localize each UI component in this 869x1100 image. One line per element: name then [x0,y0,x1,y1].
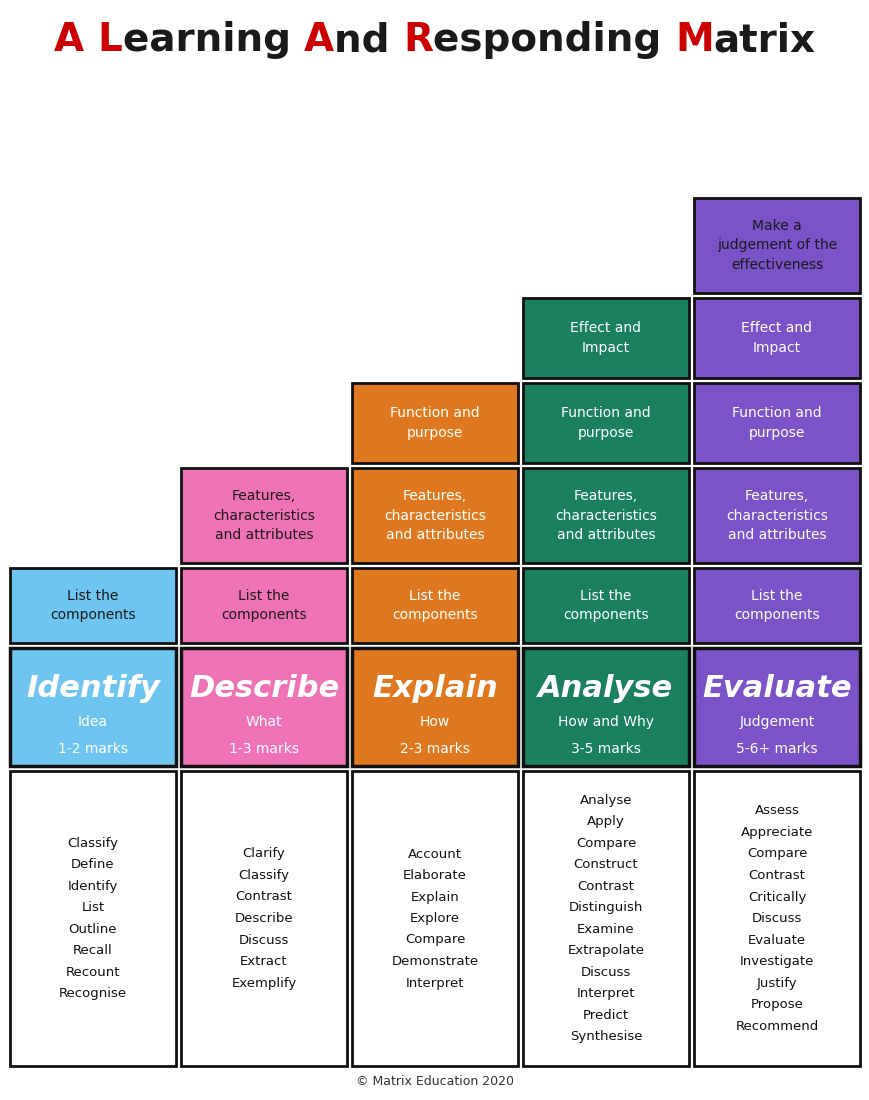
Text: earning: earning [123,21,304,59]
Bar [522,468,688,563]
Text: M: M [674,21,713,59]
Bar [352,383,517,463]
Text: Account
Elaborate
Explain
Explore
Compare
Demonstrate
Interpret: Account Elaborate Explain Explore Compar… [391,847,478,990]
Text: Effect and
Impact: Effect and Impact [570,321,640,354]
Text: Describe: Describe [189,673,339,703]
Text: A: A [304,21,334,59]
Text: Features,
characteristics
and attributes: Features, characteristics and attributes [726,490,827,542]
Bar [693,383,859,463]
Text: List the
components: List the components [733,588,819,623]
Text: Function and
purpose: Function and purpose [732,406,821,440]
Text: 1-2 marks: 1-2 marks [58,742,128,757]
Bar [693,771,859,1066]
Bar [522,771,688,1066]
Text: Explain: Explain [372,673,497,703]
Bar [352,568,517,644]
Text: List the
components: List the components [562,588,648,623]
Text: List the
components: List the components [392,588,477,623]
Text: Function and
purpose: Function and purpose [389,406,480,440]
Text: 5-6+ marks: 5-6+ marks [735,742,817,757]
Text: esponding: esponding [433,21,674,59]
Text: List the
components: List the components [221,588,307,623]
Bar [352,771,517,1066]
Text: Judgement: Judgement [739,715,813,729]
Text: List the
components: List the components [50,588,136,623]
Bar [181,771,347,1066]
Text: nd: nd [334,21,403,59]
Text: What: What [245,715,282,729]
Bar [522,568,688,644]
Text: 1-3 marks: 1-3 marks [229,742,299,757]
Bar [181,468,347,563]
Text: Features,
characteristics
and attributes: Features, characteristics and attributes [213,490,315,542]
Text: 2-3 marks: 2-3 marks [400,742,469,757]
Bar [10,568,176,644]
Text: Clarify
Classify
Contrast
Describe
Discuss
Extract
Exemplify: Clarify Classify Contrast Describe Discu… [231,847,296,990]
Text: How and Why: How and Why [557,715,653,729]
Bar [522,383,688,463]
Bar [693,468,859,563]
Text: A: A [54,21,84,59]
Bar [693,198,859,293]
Text: Make a
judgement of the
effectiveness: Make a judgement of the effectiveness [716,219,836,272]
Text: © Matrix Education 2020: © Matrix Education 2020 [355,1075,514,1088]
Text: Evaluate: Evaluate [701,673,851,703]
Text: Classify
Define
Identify
List
Outline
Recall
Recount
Recognise: Classify Define Identify List Outline Re… [59,837,127,1000]
Text: Idea: Idea [78,715,108,729]
Bar [181,648,347,766]
Text: R: R [403,21,433,59]
Text: Assess
Appreciate
Compare
Contrast
Critically
Discuss
Evaluate
Investigate
Justi: Assess Appreciate Compare Contrast Criti… [734,804,818,1033]
Text: Effect and
Impact: Effect and Impact [740,321,812,354]
Text: How: How [420,715,449,729]
Bar [522,298,688,378]
Text: Function and
purpose: Function and purpose [561,406,650,440]
Bar [693,568,859,644]
Bar [181,568,347,644]
Text: Features,
characteristics
and attributes: Features, characteristics and attributes [554,490,656,542]
Bar [693,298,859,378]
Text: Identify: Identify [26,673,160,703]
Text: Analyse
Apply
Compare
Construct
Contrast
Distinguish
Examine
Extrapolate
Discuss: Analyse Apply Compare Construct Contrast… [567,794,644,1043]
Text: 3-5 marks: 3-5 marks [570,742,640,757]
Text: atrix: atrix [713,21,815,59]
Text: Analyse: Analyse [538,673,673,703]
Bar [522,648,688,766]
Text: Features,
characteristics
and attributes: Features, characteristics and attributes [383,490,486,542]
Bar [10,648,176,766]
Bar [10,771,176,1066]
Text: L: L [97,21,123,59]
Bar [352,468,517,563]
Bar [352,648,517,766]
Bar [693,648,859,766]
